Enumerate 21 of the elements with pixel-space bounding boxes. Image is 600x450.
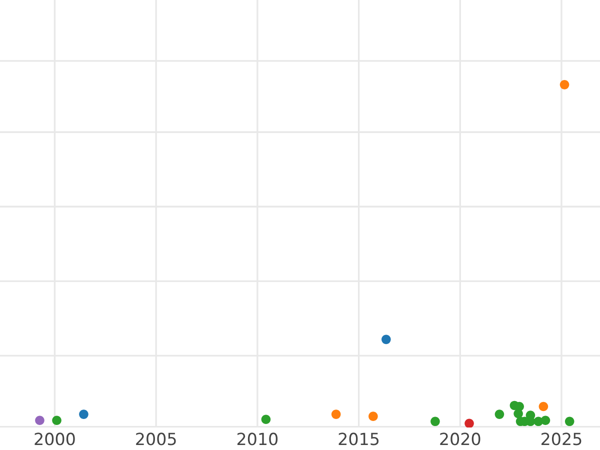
- point: [514, 408, 523, 418]
- x-tick-label: 2010: [237, 432, 278, 446]
- x-tick-label: 2000: [34, 432, 75, 446]
- point: [540, 416, 550, 426]
- point: [52, 416, 62, 426]
- point: [381, 334, 391, 344]
- point: [331, 410, 341, 419]
- point: [430, 416, 440, 426]
- point: [464, 418, 474, 428]
- x-tick-label: 2005: [136, 432, 176, 446]
- x-tick-label: 2025: [542, 432, 582, 446]
- point: [538, 402, 548, 412]
- x-tick-label: 2015: [338, 432, 379, 446]
- point: [261, 414, 271, 424]
- point: [560, 80, 570, 90]
- point: [564, 416, 574, 426]
- point: [35, 416, 44, 426]
- point: [79, 410, 88, 419]
- point: [368, 412, 378, 421]
- point: [494, 410, 504, 419]
- x-tick-label: 2020: [440, 432, 480, 446]
